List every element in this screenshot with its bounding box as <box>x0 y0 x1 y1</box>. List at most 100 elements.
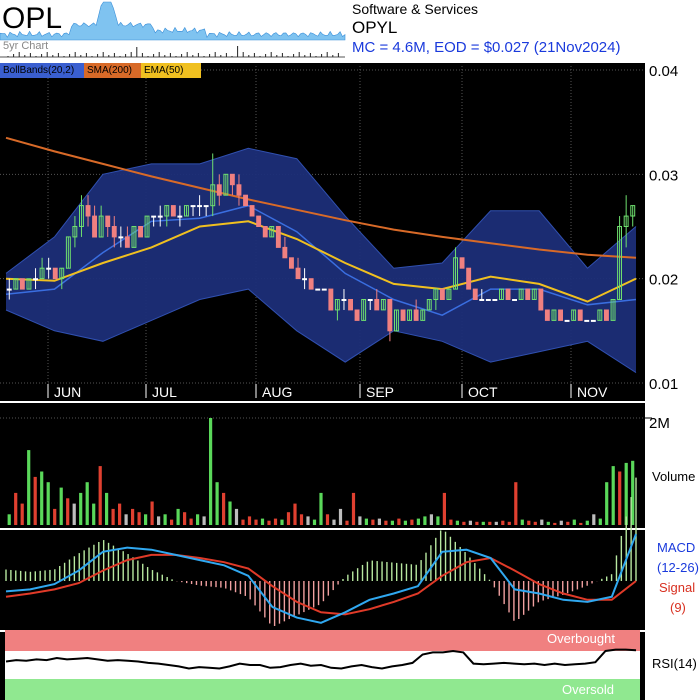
volume-bar <box>202 516 206 525</box>
volume-bar <box>559 520 563 525</box>
month-label: SEP <box>366 384 394 400</box>
rsi-label: RSI(14) <box>652 656 697 671</box>
month-label: AUG <box>262 384 292 400</box>
candle-body <box>65 236 71 269</box>
candle-body <box>229 173 235 186</box>
month-label: JUL <box>152 384 177 400</box>
candle-body <box>604 309 609 321</box>
candle-body <box>13 278 19 290</box>
candle-body <box>79 205 84 228</box>
candle-body <box>124 236 130 248</box>
volume-bar <box>72 503 76 525</box>
volume-bar <box>442 492 446 525</box>
candle-body <box>144 215 150 238</box>
price-tick-label: 0.02 <box>649 272 678 289</box>
candle-body <box>590 319 596 322</box>
volume-bar <box>196 514 200 525</box>
volume-bar <box>215 482 219 525</box>
volume-bar <box>293 503 297 525</box>
signal-params: (9) <box>670 600 686 615</box>
month-label: NOV <box>577 384 608 400</box>
candle-body <box>374 299 380 311</box>
candle-body <box>505 288 511 301</box>
market-summary: MC = 4.6M, EOD = $0.027 (21Nov2024) <box>352 39 621 56</box>
candle-body <box>564 319 570 322</box>
candle-body <box>400 309 406 321</box>
volume-bar <box>7 514 11 525</box>
volume-bar <box>170 519 174 525</box>
signal-line <box>5 553 637 616</box>
volume-bar <box>273 518 278 525</box>
volume-bar <box>540 519 544 525</box>
candle-body <box>492 299 498 301</box>
volume-bar <box>53 508 57 525</box>
volume-bar <box>176 508 180 525</box>
candle-body <box>6 288 12 291</box>
candle-body <box>420 309 426 321</box>
candle-body <box>354 309 360 321</box>
volume-bar <box>429 514 433 525</box>
volume-bar <box>566 521 570 525</box>
candle-body <box>439 288 445 301</box>
volume-bar <box>397 518 401 525</box>
candle-body <box>367 299 373 301</box>
candle-body <box>184 205 189 217</box>
volume-bar <box>507 521 511 525</box>
candle-body <box>610 299 616 321</box>
candle-body <box>92 215 97 238</box>
overbought-zone <box>5 630 640 651</box>
volume-bar <box>247 516 252 525</box>
candle-body <box>315 288 321 291</box>
volume-tick: 2M <box>649 415 670 432</box>
candle-body <box>105 215 111 228</box>
sector-label: Software & Services <box>352 1 479 17</box>
month-label: JUN <box>54 384 81 400</box>
candle-body <box>630 205 636 217</box>
legend-bollinger: BollBands(20,2) <box>0 63 87 78</box>
macd-line <box>5 533 637 624</box>
volume-bar <box>124 514 128 525</box>
volume-bar <box>20 503 24 525</box>
volume-bar <box>572 519 576 525</box>
volume-bar <box>150 501 154 525</box>
volume-bar <box>384 520 388 525</box>
volume-bar <box>494 521 498 525</box>
volume-bar <box>267 520 271 525</box>
candle-body <box>551 309 557 321</box>
candle-body <box>190 205 196 208</box>
macd-panel <box>0 530 645 630</box>
volume-bar <box>92 503 96 525</box>
candle-body <box>210 184 216 207</box>
volume-bar <box>449 519 453 525</box>
volume-bar <box>514 482 518 525</box>
price-tick-label: 0.03 <box>649 167 678 184</box>
volume-bar <box>241 519 245 525</box>
candle-body <box>177 215 183 218</box>
candle-body <box>26 278 32 290</box>
macd-label: MACD <box>657 540 695 555</box>
volume-bar <box>79 492 83 525</box>
candle-body <box>33 278 38 281</box>
volume-bar <box>624 462 628 525</box>
volume-bar <box>585 520 589 525</box>
price-tick-label: 0.04 <box>649 63 678 80</box>
volume-bar <box>183 512 187 525</box>
volume-bar <box>137 512 141 525</box>
candle-body <box>479 299 485 301</box>
candle-body <box>72 226 78 238</box>
volume-bar <box>481 521 485 525</box>
bollinger-middle <box>5 204 637 317</box>
volume-bar <box>592 514 596 525</box>
volume-bar <box>260 518 265 525</box>
sma200-line <box>5 136 637 259</box>
volume-bar <box>436 516 440 525</box>
volume-bar <box>325 514 330 525</box>
candle-body <box>426 299 432 311</box>
candle-body <box>19 278 25 290</box>
candle-body <box>617 226 622 300</box>
volume-bar <box>403 520 407 525</box>
volume-bar <box>605 482 609 525</box>
candle-body <box>321 288 327 291</box>
macd-params: (12-26) <box>657 560 699 575</box>
